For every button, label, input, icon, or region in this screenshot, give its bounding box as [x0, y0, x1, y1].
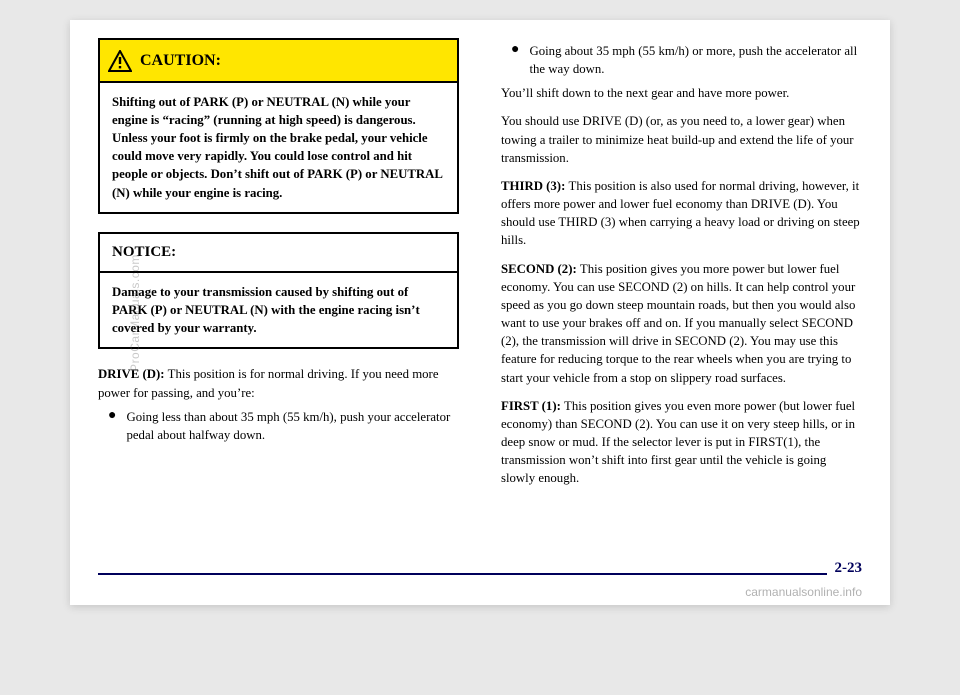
second-text: This position gives you more power but l…: [501, 262, 855, 385]
notice-box: NOTICE: Damage to your transmission caus…: [98, 232, 459, 350]
shiftdown-para: You’ll shift down to the next gear and h…: [501, 84, 862, 102]
drive-use-para: You should use DRIVE (D) (or, as you nee…: [501, 112, 862, 166]
third-lead: THIRD (3):: [501, 179, 569, 193]
columns: CAUTION: Shifting out of PARK (P) or NEU…: [98, 38, 862, 538]
bullet-dot-icon: ●: [108, 408, 116, 444]
page-number: 2-23: [827, 560, 863, 577]
first-lead: FIRST (1):: [501, 399, 564, 413]
right-column: ● Going about 35 mph (55 km/h) or more, …: [501, 38, 862, 538]
bullet-text: Going about 35 mph (55 km/h) or more, pu…: [529, 42, 862, 78]
caution-body: Shifting out of PARK (P) or NEUTRAL (N) …: [100, 83, 457, 212]
warning-triangle-icon: [108, 50, 132, 72]
second-section: SECOND (2): This position gives you more…: [501, 260, 862, 387]
right-bullet-1: ● Going about 35 mph (55 km/h) or more, …: [511, 42, 862, 78]
watermark-side: ProCarManuals.com: [128, 254, 142, 372]
left-bullet-1: ● Going less than about 35 mph (55 km/h)…: [108, 408, 459, 444]
footer-rule: [98, 573, 862, 575]
manual-page: ProCarManuals.com CAUTION: Shifting out …: [70, 20, 890, 605]
bullet-dot-icon: ●: [511, 42, 519, 78]
third-section: THIRD (3): This position is also used fo…: [501, 177, 862, 250]
caution-box: CAUTION: Shifting out of PARK (P) or NEU…: [98, 38, 459, 214]
second-lead: SECOND (2):: [501, 262, 580, 276]
caution-header: CAUTION:: [100, 40, 457, 83]
watermark-bottom: carmanualsonline.info: [745, 585, 862, 599]
notice-header: NOTICE:: [100, 234, 457, 273]
bullet-text: Going less than about 35 mph (55 km/h), …: [126, 408, 459, 444]
notice-body: Damage to your transmission caused by sh…: [100, 273, 457, 347]
left-column: CAUTION: Shifting out of PARK (P) or NEU…: [98, 38, 459, 538]
caution-label: CAUTION:: [140, 50, 221, 73]
first-section: FIRST (1): This position gives you even …: [501, 397, 862, 488]
drive-section: DRIVE (D): This position is for normal d…: [98, 365, 459, 401]
